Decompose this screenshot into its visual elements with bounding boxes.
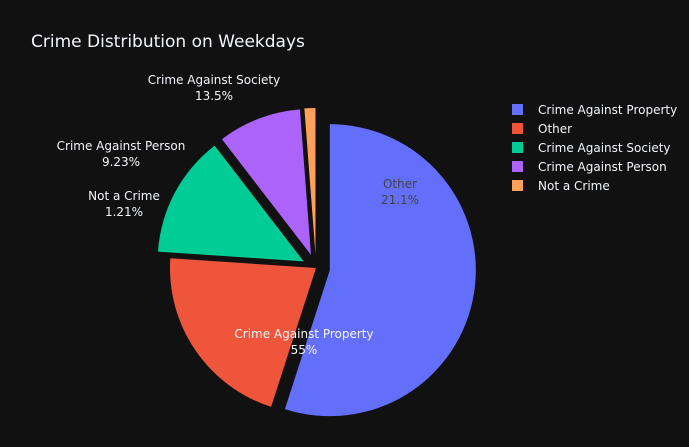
legend-item-crime-against-property[interactable]: Crime Against Property bbox=[512, 103, 677, 117]
legend-swatch bbox=[512, 123, 523, 134]
chart-title: Crime Distribution on Weekdays bbox=[31, 32, 305, 52]
pie-slice-not-a-crime[interactable] bbox=[304, 108, 316, 255]
slice-label-not-a-crime: Not a Crime 1.21% bbox=[88, 189, 160, 219]
legend-item-crime-against-society[interactable]: Crime Against Society bbox=[512, 141, 671, 155]
slice-label-crime-against-person: Crime Against Person 9.23% bbox=[57, 139, 186, 169]
slice-label-name: Other bbox=[383, 177, 417, 191]
legend-label: Crime Against Person bbox=[538, 160, 667, 174]
slice-label-name: Crime Against Property bbox=[234, 327, 373, 341]
slice-label-percent: 55% bbox=[291, 343, 318, 357]
slice-label-name: Not a Crime bbox=[88, 189, 160, 203]
slice-label-other: Other 21.1% bbox=[381, 177, 419, 207]
legend-swatch bbox=[512, 180, 523, 191]
legend-label: Not a Crime bbox=[538, 179, 610, 193]
slice-label-percent: 13.5% bbox=[195, 89, 233, 103]
legend-swatch bbox=[512, 142, 523, 153]
slice-label-percent: 1.21% bbox=[105, 205, 143, 219]
slice-label-crime-against-society: Crime Against Society 13.5% bbox=[148, 73, 281, 103]
pie-slice-crime-against-property[interactable] bbox=[284, 124, 476, 417]
legend-item-crime-against-person[interactable]: Crime Against Person bbox=[512, 160, 667, 174]
slice-label-percent: 21.1% bbox=[381, 193, 419, 207]
legend-swatch bbox=[512, 104, 523, 115]
legend-item-other[interactable]: Other bbox=[512, 122, 572, 136]
legend-swatch bbox=[512, 161, 523, 172]
pie-slice-crime-against-society[interactable] bbox=[157, 145, 304, 262]
slice-label-crime-against-property: Crime Against Property 55% bbox=[234, 327, 373, 357]
pie-slices bbox=[157, 108, 476, 417]
legend-label: Crime Against Society bbox=[538, 141, 671, 155]
slice-label-name: Crime Against Person bbox=[57, 139, 186, 153]
pie-slice-other[interactable] bbox=[169, 258, 316, 407]
slice-label-name: Crime Against Society bbox=[148, 73, 281, 87]
chart-legend[interactable]: Crime Against Property Other Crime Against… bbox=[512, 103, 677, 193]
legend-item-not-a-crime[interactable]: Not a Crime bbox=[512, 179, 610, 193]
pie-labels: Crime Against Property 55% Other 21.1% Crime… bbox=[57, 73, 419, 357]
legend-label: Other bbox=[538, 122, 572, 136]
legend-label: Crime Against Property bbox=[538, 103, 677, 117]
slice-label-percent: 9.23% bbox=[102, 155, 140, 169]
pie-slice-crime-against-person[interactable] bbox=[221, 109, 311, 255]
